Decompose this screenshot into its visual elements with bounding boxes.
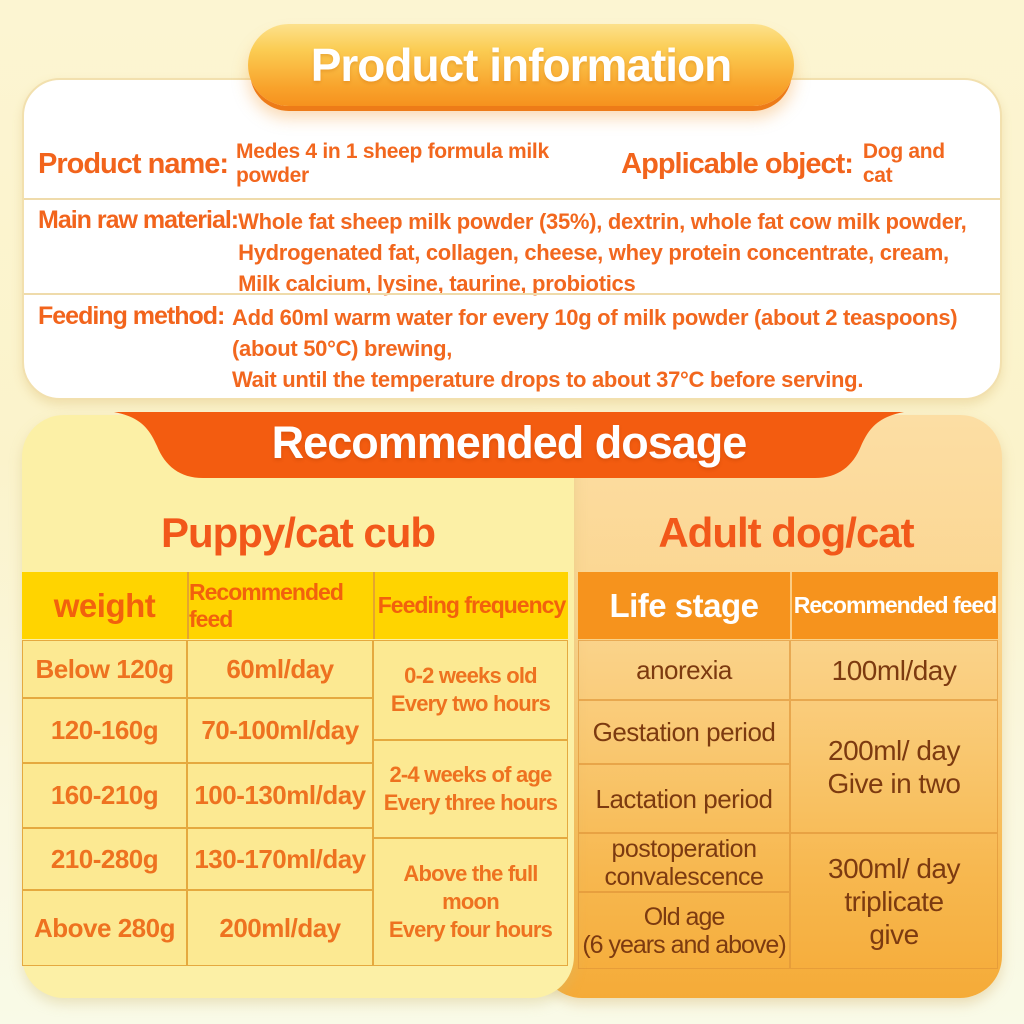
column-header-feeding-frequency: Feeding frequency — [373, 572, 568, 639]
column-header-recommended-feed: Recommended feed — [187, 572, 373, 639]
column-header-life-stage: Life stage — [609, 586, 759, 624]
table-cell: Below 120g — [22, 640, 187, 698]
table-cell: 130-170ml/day — [187, 828, 373, 890]
dosage-banner-shape — [114, 412, 904, 478]
puppy-section-title: Puppy/cat cub — [160, 509, 436, 556]
product-name-value: Medes 4 in 1 sheep formula milk powder — [236, 140, 549, 187]
puppy-table-body: Below 120g 60ml/day 120-160g 70-100ml/da… — [22, 640, 568, 966]
table-cell: 120-160g — [22, 698, 187, 763]
product-name-label: Product name: — [38, 147, 229, 180]
table-cell: 60ml/day — [187, 640, 373, 698]
feeding-method-value: Add 60ml warm water for every 10g of mil… — [232, 305, 958, 392]
adult-section-title: Adult dog/cat — [658, 509, 914, 556]
adult-panel — [540, 415, 1002, 998]
applicable-object-label: Applicable object: — [621, 147, 854, 180]
puppy-weight-feed-grid: Below 120g 60ml/day 120-160g 70-100ml/da… — [22, 640, 373, 966]
table-cell: Above the full moon Every four hours — [373, 838, 568, 966]
adult-table-body: anorexia Gestation period Lactation peri… — [578, 640, 998, 969]
adult-feed-column: 100ml/day 200ml/ day Give in two 300ml/ … — [790, 640, 998, 969]
adult-table-header: Life stage Recommended feed — [578, 572, 998, 639]
table-cell: Above 280g — [22, 890, 187, 966]
page-title-banner: Product information — [248, 24, 794, 106]
table-cell: 2-4 weeks of age Every three hours — [373, 740, 568, 838]
main-raw-material-label: Main raw material: — [38, 206, 239, 234]
dosage-banner-title: Recommended dosage — [271, 417, 748, 468]
column-header-weight: weight — [53, 586, 156, 624]
table-cell: Gestation period — [578, 700, 790, 764]
feeding-method-row: Feeding method: Add 60ml warm water for … — [24, 302, 1000, 395]
page-title: Product information — [310, 39, 733, 91]
table-cell: 100ml/day — [790, 640, 998, 700]
table-cell: 160-210g — [22, 763, 187, 828]
table-cell: 0-2 weeks old Every two hours — [373, 640, 568, 740]
table-cell: 100-130ml/day — [187, 763, 373, 828]
applicable-object-value: Dog and cat — [862, 140, 945, 187]
table-cell: postoperation convalescence — [578, 833, 790, 892]
table-cell: 200ml/ day Give in two — [790, 700, 998, 833]
table-cell: 210-280g — [22, 828, 187, 890]
table-cell: Old age (6 years and above) — [578, 892, 790, 969]
adult-life-stage-column: anorexia Gestation period Lactation peri… — [578, 640, 790, 969]
puppy-table-header: weight Recommended feed Feeding frequenc… — [22, 572, 568, 639]
table-cell: anorexia — [578, 640, 790, 700]
feeding-method-label: Feeding method: — [38, 302, 225, 330]
divider-line — [24, 293, 1000, 295]
table-cell: 200ml/day — [187, 890, 373, 966]
dosage-banner: Recommended dosage — [112, 412, 906, 480]
divider-line — [24, 198, 1000, 200]
product-name-row: Product name: Medes 4 in 1 sheep formula… — [24, 132, 1000, 196]
table-cell: Lactation period — [578, 764, 790, 833]
product-info-card: Product name: Medes 4 in 1 sheep formula… — [22, 78, 1002, 400]
table-cell: 70-100ml/day — [187, 698, 373, 763]
puppy-frequency-column: 0-2 weeks old Every two hours 2-4 weeks … — [373, 640, 568, 966]
main-raw-material-row: Main raw material: Whole fat sheep milk … — [24, 206, 1000, 299]
column-header-recommended-feed: Recommended feed — [790, 572, 998, 639]
main-raw-material-value: Whole fat sheep milk powder (35%), dextr… — [238, 209, 967, 296]
table-cell: 300ml/ day triplicate give — [790, 833, 998, 969]
